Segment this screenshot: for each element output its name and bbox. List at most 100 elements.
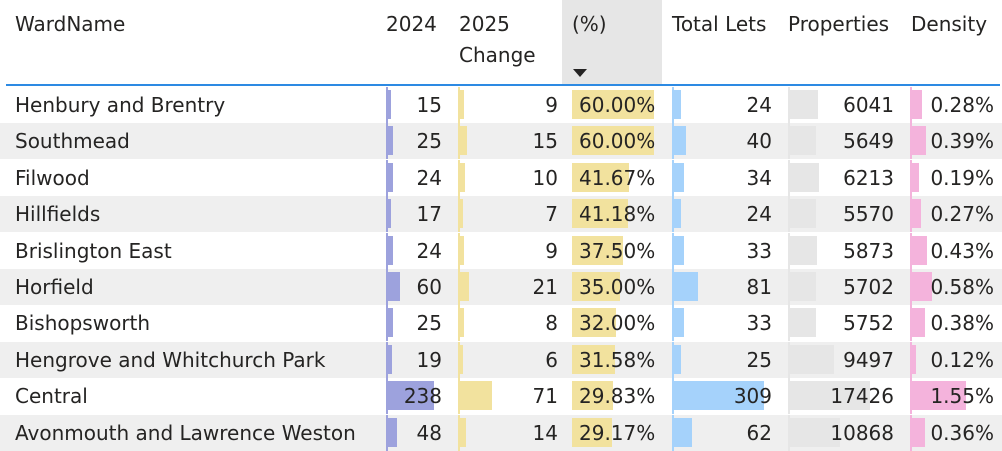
data-bar-axis: [458, 378, 460, 415]
cell-y2024: 238: [386, 378, 446, 415]
cell-y2025: 8: [458, 305, 562, 342]
data-bar-props: [790, 199, 816, 229]
column-header-properties[interactable]: Properties: [780, 0, 902, 84]
column-header-2024[interactable]: 2024: [380, 0, 450, 84]
data-bar-axis: [458, 232, 460, 269]
table-row[interactable]: Hillfields 17 7 41.18% 24 5570 0.27%: [0, 196, 1002, 233]
value-props: 9497: [843, 347, 894, 372]
data-bar-axis: [458, 87, 460, 123]
table-row[interactable]: Brislington East 24 9 37.50% 33 5873 0.43%: [0, 232, 1002, 269]
data-bar-pct: [572, 162, 629, 192]
value-pct: 32.00%: [579, 311, 656, 336]
data-bar-axis: [910, 123, 912, 160]
data-bar-y2025: [460, 235, 465, 265]
table-row[interactable]: Bishopsworth 25 8 32.00% 33 5752 0.38%: [0, 305, 1002, 342]
data-bar-axis: [386, 87, 388, 123]
data-bar-y2025: [460, 126, 467, 156]
data-bar-axis: [458, 414, 460, 451]
data-bar-density: [912, 162, 919, 192]
column-header-density[interactable]: Density: [902, 0, 1002, 84]
table-row[interactable]: Filwood 24 10 41.67% 34 6213 0.19%: [0, 159, 1002, 196]
value-y2024: 238: [403, 384, 442, 409]
column-header-label: 2024: [386, 12, 437, 36]
value-props: 6213: [843, 165, 894, 190]
cell-density: 0.38%: [910, 305, 998, 342]
cell-y2025: 71: [458, 378, 562, 415]
data-bar-axis: [672, 232, 674, 269]
data-bar-axis: [910, 196, 912, 233]
cell-density: 0.28%: [910, 87, 998, 123]
data-bar-axis: [386, 269, 388, 305]
data-bar-total: [674, 126, 686, 156]
value-y2024: 24: [416, 238, 442, 263]
data-bar-pct: [572, 272, 620, 301]
value-y2024: 25: [416, 311, 442, 336]
data-bar-y2024: [388, 417, 398, 447]
value-props: 5649: [843, 129, 894, 154]
sort-descending-icon[interactable]: [573, 69, 587, 77]
data-bar-density: [912, 344, 917, 374]
cell-y2024: 19: [386, 341, 446, 378]
data-bar-axis: [672, 269, 674, 305]
table-row[interactable]: Southmead 25 15 60.00% 40 5649 0.39%: [0, 123, 1002, 160]
column-header-2025-change[interactable]: 2025 Change: [452, 0, 562, 84]
ward-name-cell: Bishopsworth: [15, 311, 151, 336]
cell-y2024: 25: [386, 123, 446, 160]
data-bar-props: [790, 308, 817, 338]
data-bar-pct: [572, 381, 613, 411]
value-density: 0.43%: [930, 238, 994, 263]
ward-name-cell: Filwood: [15, 165, 90, 190]
data-bar-axis: [788, 232, 790, 269]
cell-total: 62: [672, 414, 776, 451]
table-row[interactable]: Avonmouth and Lawrence Weston 48 14 29.17% 6…: [0, 414, 1002, 451]
cell-total: 24: [672, 196, 776, 233]
data-bar-axis: [672, 196, 674, 233]
cell-total: 309: [672, 378, 776, 415]
column-header-label: Total Lets: [672, 12, 767, 36]
data-bar-props: [790, 417, 840, 447]
column-header-wardname[interactable]: WardName: [0, 0, 380, 84]
cell-y2025: 7: [458, 196, 562, 233]
data-bar-axis: [458, 341, 460, 378]
data-bar-density: [912, 90, 922, 119]
data-bar-axis: [910, 87, 912, 123]
data-bar-props: [790, 90, 818, 119]
data-bar-y2024: [388, 308, 393, 338]
table-row[interactable]: Henbury and Brentry 15 9 60.00% 24 6041 0.28%: [0, 87, 1002, 123]
table-row[interactable]: Central 238 71 29.83% 309 17426 1.55%: [0, 378, 1002, 415]
data-bar-axis: [672, 87, 674, 123]
value-pct: 60.00%: [579, 129, 656, 154]
cell-total: 34: [672, 159, 776, 196]
data-bar-axis: [910, 414, 912, 451]
data-bar-y2024: [388, 272, 400, 301]
value-pct: 41.67%: [579, 165, 656, 190]
data-bar-density: [912, 199, 922, 229]
data-bar-y2025: [460, 308, 464, 338]
table-row[interactable]: Horfield 60 21 35.00% 81 5702 0.58%: [0, 269, 1002, 305]
data-bar-axis: [910, 305, 912, 342]
value-props: 5752: [843, 311, 894, 336]
ward-name-cell: Brislington East: [15, 238, 172, 263]
value-y2025: 9: [545, 238, 558, 263]
column-header-pct[interactable]: (%): [562, 0, 662, 84]
value-y2025: 9: [545, 93, 558, 117]
value-total: 81: [746, 275, 772, 299]
data-bar-axis: [788, 196, 790, 233]
ward-name-cell: Hengrove and Whitchurch Park: [15, 347, 326, 372]
value-density: 0.39%: [930, 129, 994, 154]
data-bar-axis: [672, 159, 674, 196]
column-header-label-line2: Change: [459, 43, 536, 67]
data-bar-y2024: [388, 344, 392, 374]
column-header-total-lets[interactable]: Total Lets: [662, 0, 780, 84]
table-row[interactable]: Hengrove and Whitchurch Park 19 6 31.58% 25 9…: [0, 341, 1002, 378]
data-bar-total: [674, 272, 698, 301]
value-total: 24: [746, 93, 772, 117]
value-y2024: 24: [416, 165, 442, 190]
value-pct: 35.00%: [579, 275, 656, 299]
data-bar-props: [790, 272, 817, 301]
data-bar-y2024: [388, 126, 393, 156]
cell-y2024: 24: [386, 232, 446, 269]
column-header-label: Density: [911, 12, 988, 36]
value-total: 62: [746, 420, 772, 445]
data-bar-y2025: [460, 381, 492, 411]
